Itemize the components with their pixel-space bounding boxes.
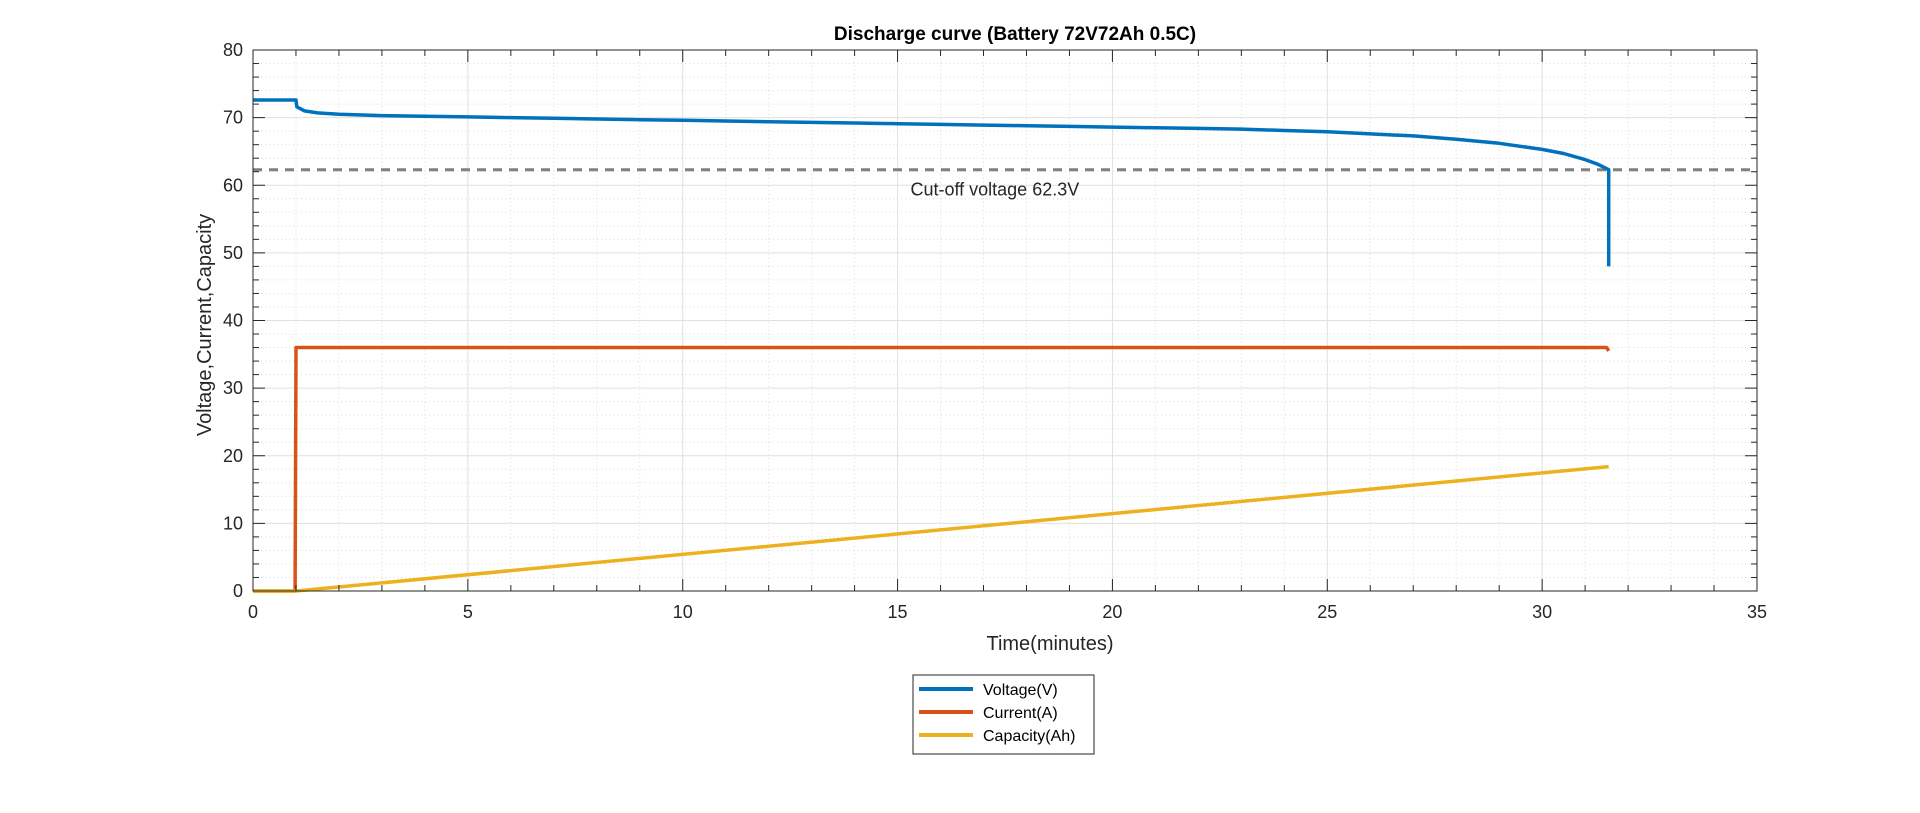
legend-entry: Capacity(Ah) — [983, 728, 1075, 745]
chart-title: Discharge curve (Battery 72V72Ah 0.5C) — [834, 24, 1196, 45]
legend-entry: Current(A) — [983, 705, 1058, 722]
series-line-voltage-v — [253, 98, 1611, 267]
x-tick-label: 25 — [1317, 602, 1337, 622]
tick-labels: 0 5 10 15 20 25 30 35 0 10 20 30 40 50 60 70 80 — [223, 40, 1767, 622]
y-tick-label: 40 — [223, 311, 243, 331]
x-tick-label: 15 — [888, 602, 908, 622]
x-tick-label: 10 — [673, 602, 693, 622]
x-axis-label: Time(minutes) — [986, 633, 1113, 655]
axes — [252, 49, 1758, 592]
x-tick-label: 5 — [463, 602, 473, 622]
cutoff-voltage-label: Cut-off voltage 62.3V — [910, 180, 1079, 200]
grid — [252, 49, 1758, 592]
x-tick-label: 0 — [248, 602, 258, 622]
y-tick-label: 10 — [223, 513, 243, 533]
legend-entry: Voltage(V) — [983, 682, 1058, 699]
y-tick-label: 70 — [223, 108, 243, 128]
y-tick-label: 30 — [223, 378, 243, 398]
y-axis-label: Voltage,Current,Capacity — [194, 214, 216, 436]
y-tick-label: 0 — [233, 581, 243, 601]
legend: Voltage(V) Current(A) Capacity(Ah) — [912, 674, 1095, 755]
y-tick-label: 80 — [223, 40, 243, 60]
x-tick-label: 20 — [1102, 602, 1122, 622]
y-tick-label: 50 — [223, 243, 243, 263]
x-tick-label: 30 — [1532, 602, 1552, 622]
y-tick-label: 60 — [223, 175, 243, 195]
reference-lines: Cut-off voltage 62.3V — [253, 168, 1757, 200]
x-tick-label: 35 — [1747, 602, 1767, 622]
y-tick-label: 20 — [223, 446, 243, 466]
